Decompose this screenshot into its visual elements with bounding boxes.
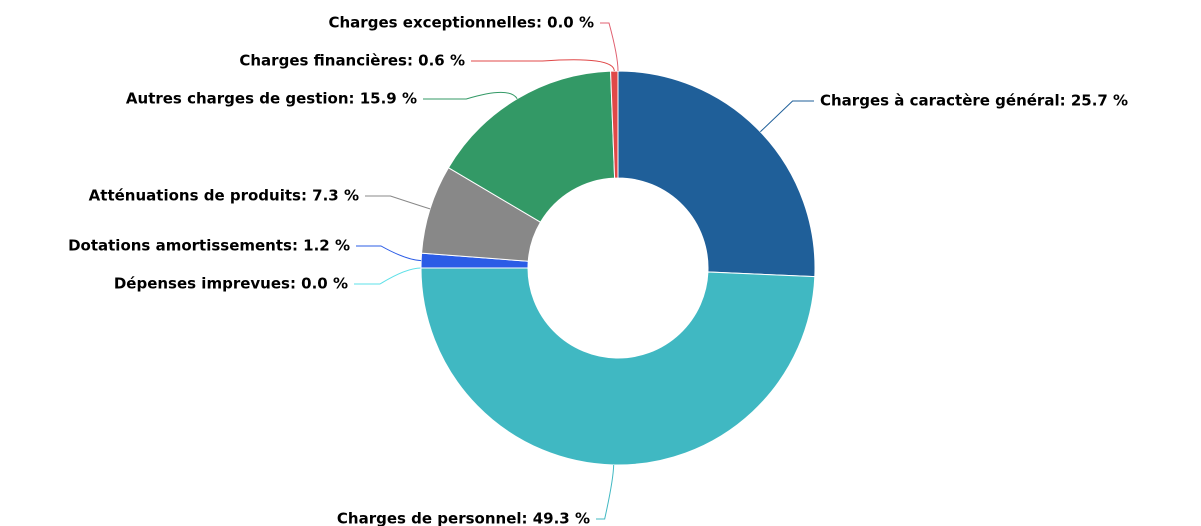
data-label: Atténuations de produits: 7.3 % [89,187,359,205]
slice [447,70,616,223]
slice [420,267,816,466]
data-label: Charges exceptionnelles: 0.0 % [329,14,595,32]
leader-line [356,245,422,262]
data-label: Autres charges de gestion: 15.9 % [126,90,417,108]
leader-line [354,267,422,285]
leader-line [596,464,615,520]
leader-line [471,59,615,72]
slice [617,70,816,278]
leader-line [759,100,814,133]
data-label: Charges de personnel: 49.3 % [337,510,590,526]
leader-line [600,22,619,72]
data-label: Dotations amortissements: 1.2 % [68,237,350,255]
data-label: Charges à caractère général: 25.7 % [820,92,1128,110]
data-label: Dépenses imprevues: 0.0 % [114,275,348,293]
data-label: Charges financières: 0.6 % [239,52,465,70]
leader-line [423,91,518,100]
leader-line [365,195,431,210]
